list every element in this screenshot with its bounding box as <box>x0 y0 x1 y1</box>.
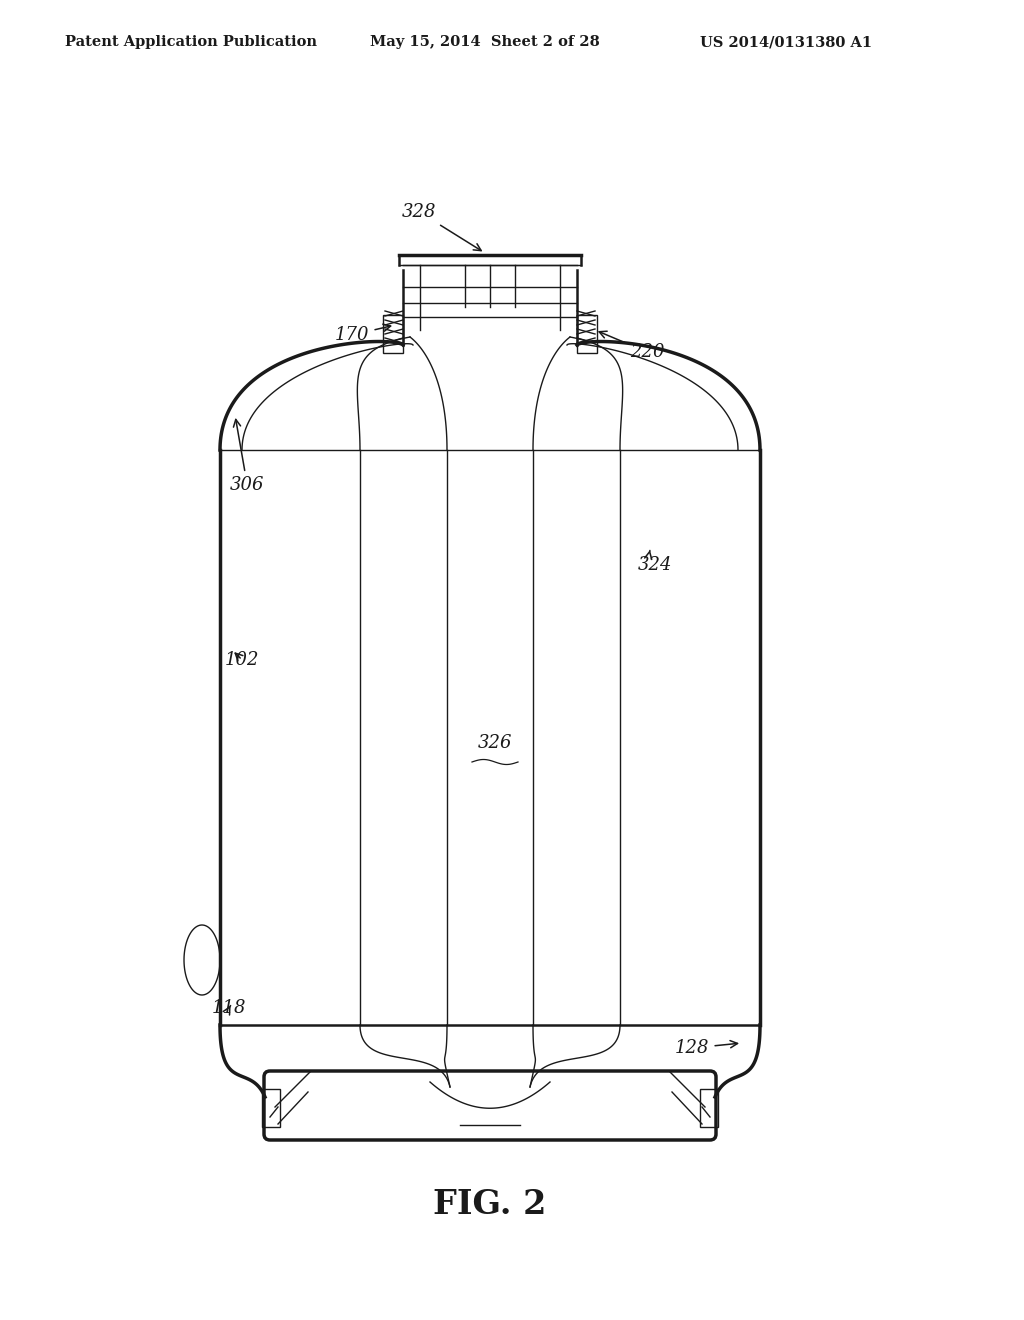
Text: 328: 328 <box>402 203 481 251</box>
Bar <box>577 315 597 352</box>
Text: 118: 118 <box>212 999 247 1016</box>
Text: 306: 306 <box>230 420 264 494</box>
Text: 170: 170 <box>335 325 390 345</box>
Bar <box>262 1089 280 1127</box>
Text: 324: 324 <box>638 550 673 574</box>
Text: 128: 128 <box>675 1039 737 1057</box>
Text: 102: 102 <box>225 651 259 669</box>
Text: FIG. 2: FIG. 2 <box>433 1188 547 1221</box>
Bar <box>383 315 403 352</box>
Text: US 2014/0131380 A1: US 2014/0131380 A1 <box>700 36 872 49</box>
Text: 220: 220 <box>599 331 665 360</box>
Text: Patent Application Publication: Patent Application Publication <box>65 36 317 49</box>
Bar <box>700 1089 718 1127</box>
Text: 326: 326 <box>478 734 512 752</box>
Text: May 15, 2014  Sheet 2 of 28: May 15, 2014 Sheet 2 of 28 <box>370 36 600 49</box>
